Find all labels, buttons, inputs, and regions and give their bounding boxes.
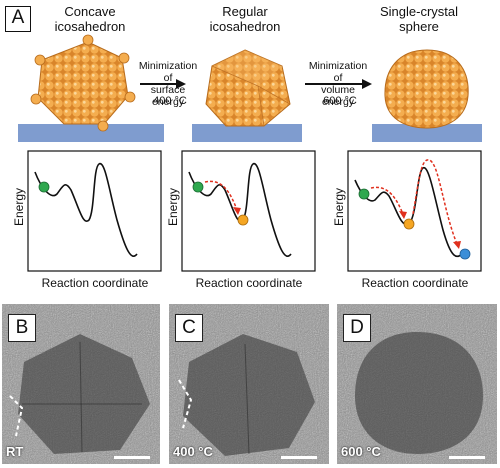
state-dot-blue: [459, 248, 471, 260]
substrate-3: [372, 124, 482, 142]
tem-temp-c: 400 °C: [173, 444, 213, 459]
stage-title-concave: Concave icosahedron: [40, 4, 140, 34]
tem-temp-d: 600 °C: [341, 444, 381, 459]
energy-plot-3: [347, 150, 482, 272]
plot-3-xlabel: Reaction coordinate: [361, 276, 469, 290]
tem-temp-b: RT: [6, 444, 24, 459]
step-line1: Minimization of: [138, 60, 198, 84]
process-arrow-2: [305, 79, 372, 89]
scale-bar: [114, 456, 150, 459]
step-2-temperature: 600 °C: [323, 95, 357, 107]
energy-curve: [34, 163, 138, 257]
tem-image-b: [2, 304, 160, 464]
plot-1-xlabel: Reaction coordinate: [41, 276, 149, 290]
step-1-label: Minimization of surface energy: [136, 60, 200, 108]
concave-icosahedron: [30, 34, 136, 132]
panel-label-a: A: [5, 6, 31, 32]
step-2-label: Minimization of volume energy: [304, 60, 372, 108]
transition-arrowhead-2: [453, 241, 461, 249]
stage-title-regular: Regular icosahedron: [195, 4, 295, 34]
tem-label-c: C: [175, 314, 203, 342]
transition-arrowhead: [233, 207, 241, 215]
plot-2-xlabel: Reaction coordinate: [195, 276, 303, 290]
stage-title-line1: Concave: [64, 4, 116, 19]
step-line1: Minimization of: [308, 60, 368, 84]
regular-icosahedron: [205, 49, 291, 127]
stage-title-line1: Regular: [222, 4, 268, 19]
process-arrow-1: [140, 79, 186, 89]
state-dot-orange: [403, 218, 415, 230]
plot-frame: [181, 150, 316, 272]
transition-arrow: [204, 180, 238, 211]
step-1-temperature: 400 °C: [153, 95, 187, 107]
plot-3-ylabel: Energy: [332, 187, 346, 227]
scale-bar: [449, 456, 485, 459]
transition-arrow-1: [370, 186, 404, 215]
tem-panel-b: B RT: [2, 304, 160, 464]
step-line2: volume energy: [321, 84, 355, 108]
substrate-1: [18, 124, 164, 142]
state-dot-green: [358, 188, 370, 200]
plot-2-ylabel: Energy: [166, 187, 180, 227]
state-dot-orange: [237, 214, 249, 226]
tem-panel-c: C 400 °C: [169, 304, 329, 464]
energy-plot-2: [181, 150, 316, 272]
tem-label-d: D: [343, 314, 371, 342]
step-line2: surface energy: [150, 84, 186, 108]
tem-label-b: B: [8, 314, 36, 342]
stage-title-line2: icosahedron: [209, 19, 281, 34]
transition-arrow-2: [412, 159, 458, 245]
energy-plot-1: [27, 150, 162, 272]
tem-panel-d: D 600 °C: [337, 304, 497, 464]
transition-arrowhead-1: [399, 211, 407, 219]
substrate-2: [192, 124, 302, 142]
plot-frame: [27, 150, 162, 272]
stage-title-line2: icosahedron: [54, 19, 126, 34]
plot-1-ylabel: Energy: [12, 187, 26, 227]
state-dot-green: [192, 181, 204, 193]
stage-title-line2: sphere: [399, 19, 439, 34]
state-dot-green: [38, 181, 50, 193]
scale-bar: [281, 456, 317, 459]
stage-title-sphere: Single-crystal sphere: [364, 4, 474, 34]
single-crystal-sphere: [384, 49, 469, 129]
stage-illustrations: [18, 34, 482, 142]
stage-title-line1: Single-crystal: [379, 4, 459, 19]
